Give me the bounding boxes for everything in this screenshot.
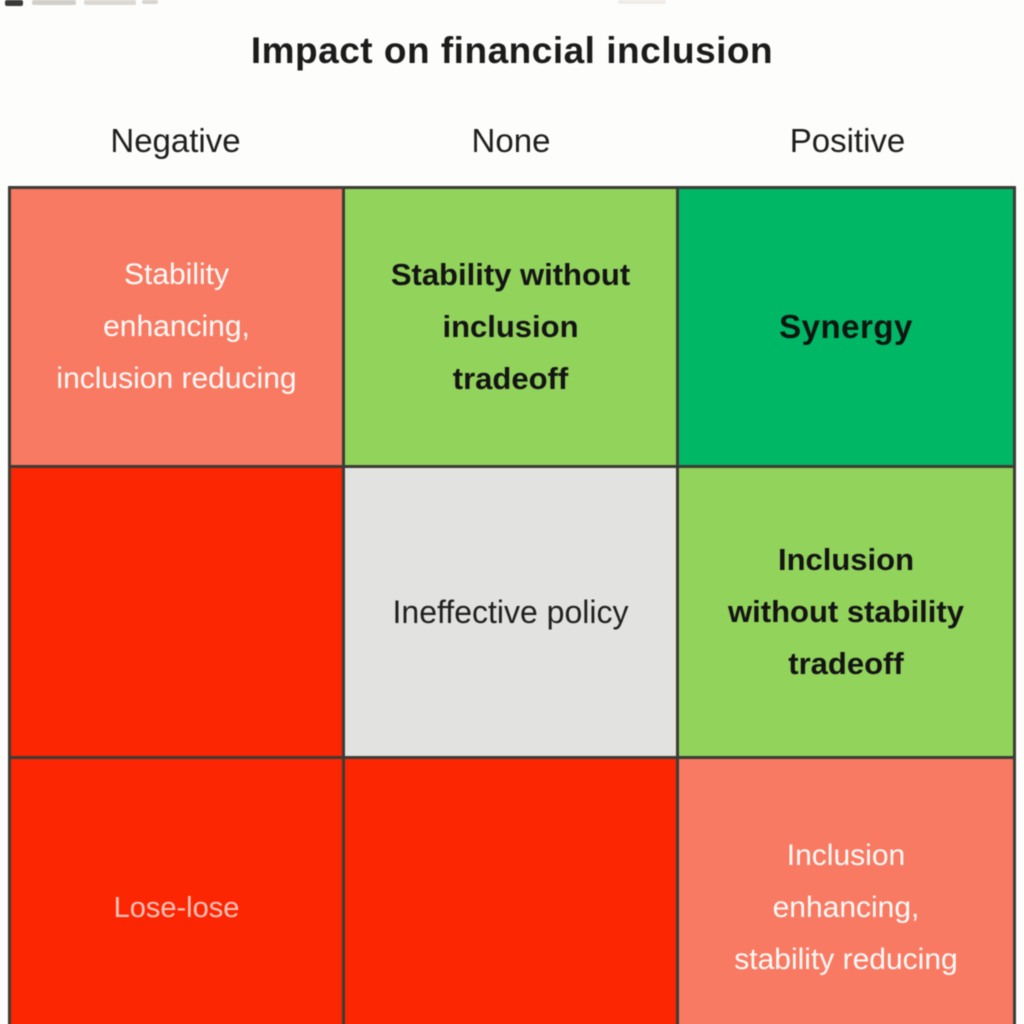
cell-stability-without-inclusion-tradeoff: Stability without inclusion tradeoff — [345, 189, 676, 465]
cell-empty-none-bottom — [345, 759, 676, 1024]
column-header-negative: Negative — [110, 122, 241, 159]
cell-label: Lose-lose — [113, 892, 240, 924]
cell-inclusion-enhancing-stability-reducing: Inclusion enhancing, stability reducing — [679, 759, 1013, 1024]
cell-label: Ineffective policy — [392, 594, 629, 630]
cell-label: Stability enhancing, inclusion reducing — [56, 258, 297, 395]
cell-label: Stability without inclusion tradeoff — [390, 257, 631, 396]
column-header-none: None — [471, 122, 551, 159]
cropped-text-artifact — [0, 0, 1024, 8]
cell-label: Inclusion enhancing, stability reducing — [734, 839, 958, 976]
column-headers: Negative None Positive — [8, 122, 1016, 160]
cell-label: Inclusion without stability tradeoff — [728, 542, 964, 681]
cell-stability-enhancing-inclusion-reducing: Stability enhancing, inclusion reducing — [11, 189, 342, 465]
cell-lose-lose: Lose-lose — [11, 759, 342, 1024]
cell-empty-negative-middle — [11, 468, 342, 756]
figure-title: Impact on financial inclusion — [250, 30, 774, 71]
cell-inclusion-without-stability-tradeoff: Inclusion without stability tradeoff — [679, 468, 1013, 756]
impact-matrix: Stability enhancing, inclusion reducing … — [8, 186, 1016, 1024]
cell-ineffective-policy: Ineffective policy — [345, 468, 676, 756]
cell-synergy: Synergy — [679, 189, 1013, 465]
column-header-positive: Positive — [789, 122, 906, 159]
cell-label: Synergy — [779, 308, 913, 345]
